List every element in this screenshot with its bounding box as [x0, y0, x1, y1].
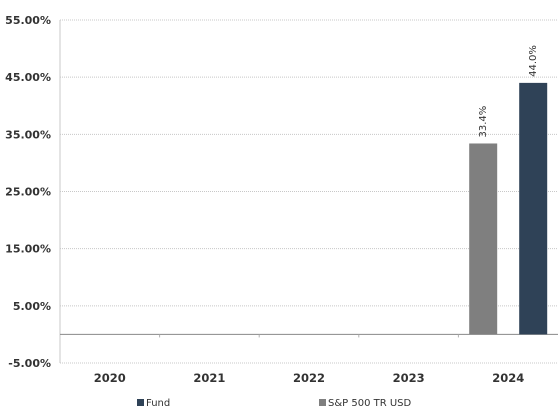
- y-tick-label: 25.00%: [5, 186, 51, 199]
- y-axis-ticks: 55.00% 45.00% 35.00% 25.00% 15.00% 5.00% -5.00…: [5, 14, 51, 370]
- legend-swatch-fund: [137, 399, 144, 406]
- x-tick-label: 2020: [94, 371, 126, 385]
- legend-label-sp500: S&P 500 TR USD: [328, 398, 412, 409]
- y-tick-label: 45.00%: [5, 71, 51, 84]
- y-tick-label: -5.00%: [8, 357, 51, 370]
- data-labels: 33.4% 44.0%: [478, 45, 539, 137]
- bar: [519, 82, 548, 335]
- x-axis-ticks: 2020 2021 2022 2023 2024: [94, 371, 524, 385]
- data-label: 33.4%: [478, 106, 489, 138]
- legend: Fund S&P 500 TR USD: [0, 397, 558, 410]
- legend-item-fund: Fund: [137, 397, 170, 410]
- x-tick-label: 2024: [492, 371, 524, 385]
- bar-chart: 55.00% 45.00% 35.00% 25.00% 15.00% 5.00% -5.00…: [5, 14, 558, 385]
- legend-label-fund: Fund: [146, 398, 171, 409]
- x-tick-label: 2023: [393, 371, 425, 385]
- x-tick-label: 2022: [293, 371, 325, 385]
- gridlines: [60, 19, 558, 364]
- legend-item-sp500: S&P 500 TR USD: [319, 397, 411, 410]
- y-tick-label: 55.00%: [5, 14, 51, 27]
- x-tick-label: 2021: [193, 371, 225, 385]
- bars: [469, 82, 548, 335]
- y-tick-label: 5.00%: [13, 300, 51, 313]
- legend-swatch-sp500: [319, 399, 326, 406]
- y-tick-label: 15.00%: [5, 243, 51, 256]
- y-tick-label: 35.00%: [5, 128, 51, 141]
- bar: [469, 143, 498, 335]
- data-label: 44.0%: [528, 45, 539, 77]
